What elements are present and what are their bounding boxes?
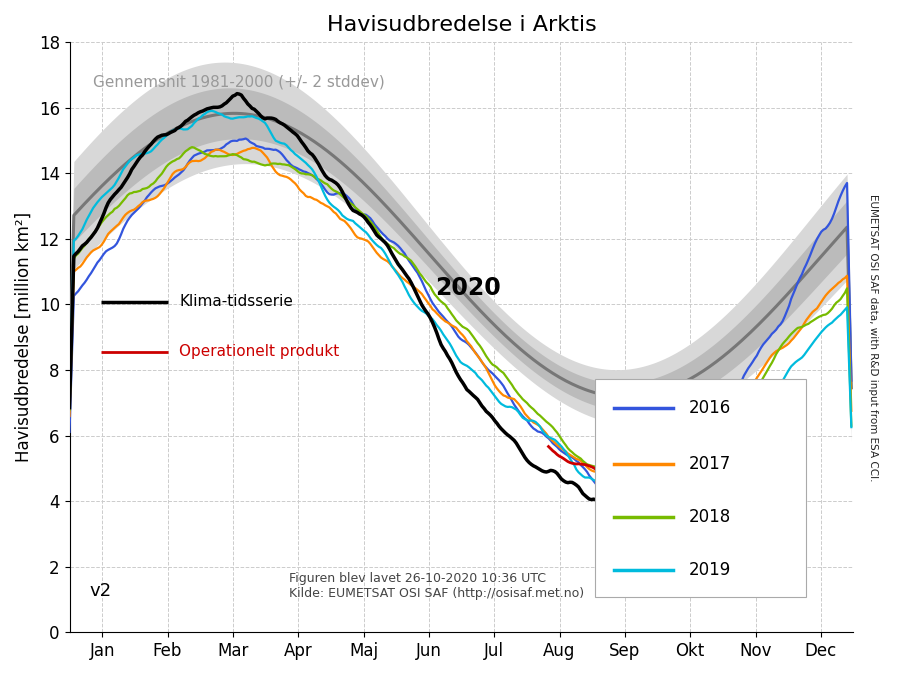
Text: Operationelt produkt: Operationelt produkt [179, 344, 339, 360]
Text: 2019: 2019 [688, 562, 731, 579]
Text: Figuren blev lavet 26-10-2020 10:36 UTC
Kilde: EUMETSAT OSI SAF (http://osisaf.m: Figuren blev lavet 26-10-2020 10:36 UTC … [289, 572, 584, 600]
Text: Gennemsnit 1981-2000 (+/- 2 stddev): Gennemsnit 1981-2000 (+/- 2 stddev) [93, 74, 385, 90]
Text: 2018: 2018 [688, 508, 731, 526]
Text: 2017: 2017 [688, 455, 731, 473]
Y-axis label: Havisudbredelse [million km²]: Havisudbredelse [million km²] [15, 212, 33, 462]
Text: Klima-tidsserie: Klima-tidsserie [179, 294, 293, 309]
Text: EUMETSAT OSI SAF data, with R&D input from ESA CCI.: EUMETSAT OSI SAF data, with R&D input fr… [868, 194, 878, 481]
Text: 2016: 2016 [688, 399, 731, 417]
Text: 2020: 2020 [436, 276, 501, 300]
Text: v2: v2 [89, 582, 112, 600]
Title: Havisudbredelse i Arktis: Havisudbredelse i Arktis [327, 15, 597, 35]
Bar [595, 379, 806, 597]
